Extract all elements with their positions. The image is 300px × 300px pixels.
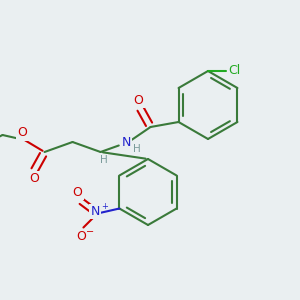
Text: O: O bbox=[18, 127, 28, 140]
Text: O: O bbox=[76, 230, 86, 243]
Text: −: − bbox=[86, 227, 94, 238]
Text: +: + bbox=[101, 202, 108, 211]
Text: N: N bbox=[91, 205, 100, 218]
Text: O: O bbox=[30, 172, 40, 185]
Text: N: N bbox=[122, 136, 131, 149]
Text: H: H bbox=[133, 144, 140, 154]
Text: Cl: Cl bbox=[228, 64, 240, 77]
Text: O: O bbox=[134, 94, 143, 106]
Text: O: O bbox=[73, 186, 82, 199]
Text: H: H bbox=[100, 155, 107, 165]
